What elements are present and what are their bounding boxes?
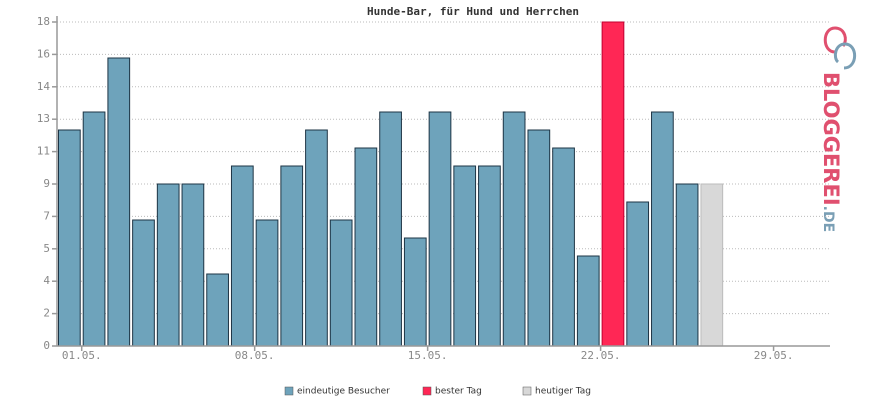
bar <box>651 111 674 347</box>
logo-icon <box>833 42 857 70</box>
legend-label: heutiger Tag <box>535 387 591 397</box>
bar <box>576 255 600 347</box>
y-tick-label: 18 <box>37 15 50 28</box>
logo-word: BLOGGEREI <box>819 72 843 206</box>
bar <box>280 165 304 347</box>
x-tick-label: 01.05. <box>62 349 102 362</box>
y-tick-label: 2 <box>43 307 50 320</box>
bar <box>255 219 279 347</box>
y-tick-label: 9 <box>43 177 50 190</box>
legend-swatch <box>284 386 294 396</box>
legend-item: bester Tag <box>422 386 482 397</box>
bar <box>675 183 699 347</box>
bar <box>379 111 402 347</box>
y-tick-label: 14 <box>37 80 51 93</box>
legend-item: heutiger Tag <box>522 386 591 397</box>
bar <box>206 273 229 347</box>
bar <box>329 219 353 347</box>
bar <box>700 183 724 347</box>
bar <box>181 183 205 347</box>
bar <box>502 111 526 347</box>
logo-tld: .DE <box>820 206 836 233</box>
chart-title: Hunde-Bar, für Hund und Herrchen <box>367 5 579 18</box>
bar <box>82 111 106 347</box>
legend-label: bester Tag <box>435 387 482 397</box>
y-tick-label: 16 <box>37 47 50 60</box>
bar <box>156 183 180 347</box>
bar <box>453 165 477 347</box>
legend-swatch <box>522 386 532 396</box>
bar <box>354 147 378 347</box>
bar <box>58 129 81 347</box>
y-tick-label: 5 <box>43 242 50 255</box>
y-tick-label: 7 <box>43 209 50 222</box>
legend-swatch <box>422 386 432 396</box>
bar <box>626 201 650 347</box>
logo: BLOGGEREI.DE <box>819 26 857 232</box>
bar <box>527 129 551 347</box>
bar <box>428 111 452 347</box>
bar <box>478 165 501 347</box>
bar <box>230 165 254 347</box>
x-tick-label: 15.05. <box>408 349 448 362</box>
legend-item: eindeutige Besucher <box>284 386 390 397</box>
bar <box>305 129 328 347</box>
bar <box>601 21 625 347</box>
y-tick-label: 11 <box>37 145 50 158</box>
y-tick-label: 13 <box>37 112 50 125</box>
legend-label: eindeutige Besucher <box>297 387 390 397</box>
bar <box>552 147 575 347</box>
x-tick-label: 08.05. <box>235 349 275 362</box>
bar <box>403 237 427 347</box>
y-tick-label: 0 <box>43 339 50 352</box>
bar <box>132 219 155 347</box>
y-tick-label: 4 <box>43 274 50 287</box>
logo-icon <box>823 26 847 54</box>
x-tick-label: 29.05. <box>754 349 794 362</box>
bar <box>107 57 131 347</box>
logo-text: BLOGGEREI.DE <box>819 72 843 232</box>
x-tick-label: 22.05. <box>581 349 621 362</box>
